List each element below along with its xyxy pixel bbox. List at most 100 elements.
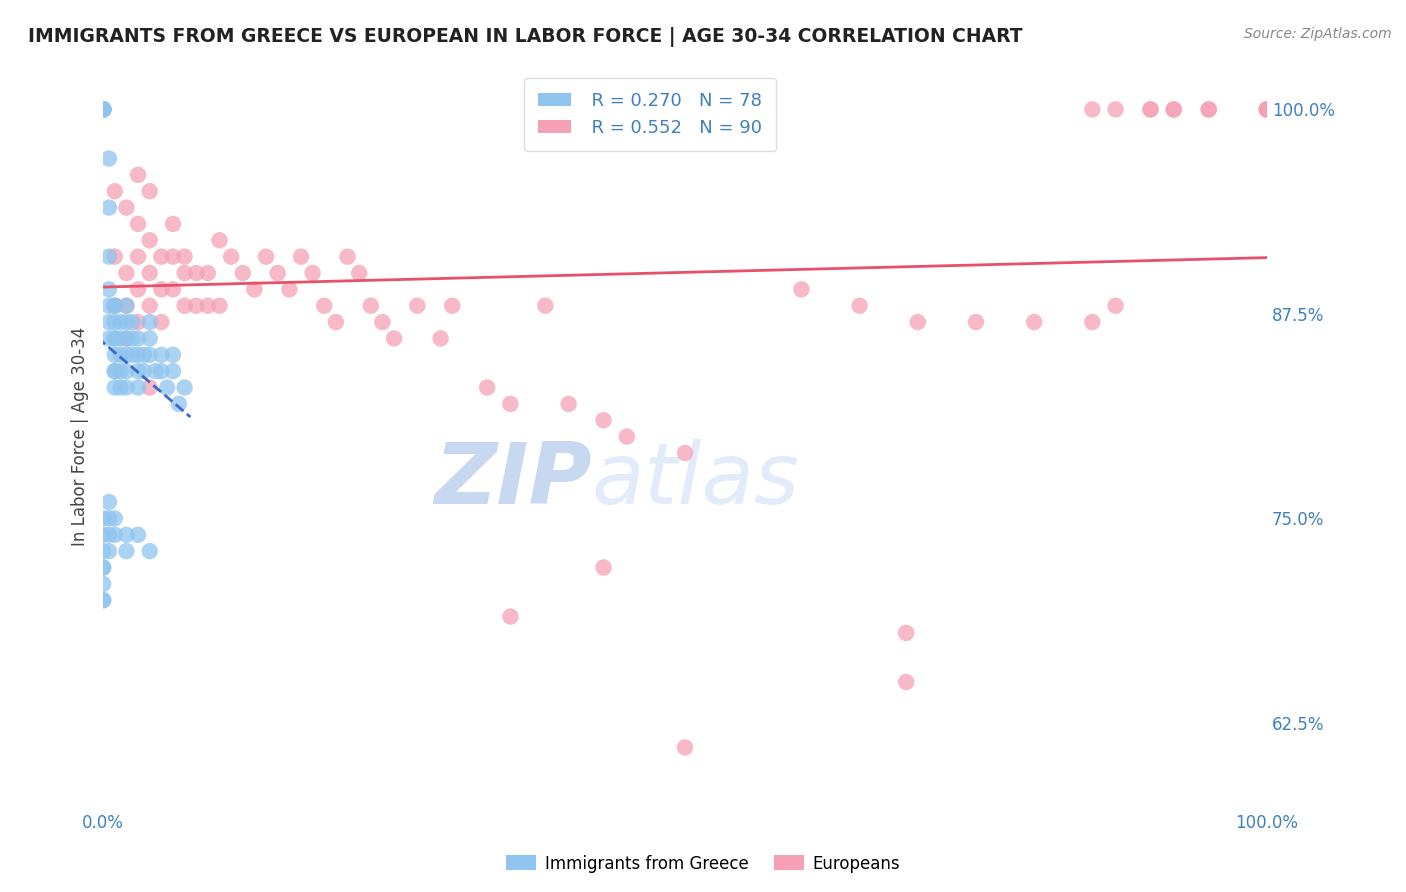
Point [91, 103, 114, 117]
Point [91, 103, 114, 117]
Point [907, 315, 929, 329]
Point [138, 315, 160, 329]
Point [104, 364, 127, 378]
Point [173, 266, 195, 280]
Point [91, 103, 114, 117]
Point [1256, 103, 1278, 117]
Point [115, 331, 138, 345]
Point [145, 364, 167, 378]
Point [1139, 103, 1161, 117]
Point [1256, 103, 1278, 117]
Point [1163, 103, 1185, 117]
Point [104, 511, 127, 525]
Point [91, 103, 114, 117]
Point [965, 315, 987, 329]
Point [97, 315, 120, 329]
Point [127, 282, 149, 296]
Point [104, 527, 127, 541]
Point [115, 527, 138, 541]
Point [91, 511, 114, 525]
Point [115, 299, 138, 313]
Point [121, 348, 143, 362]
Point [499, 397, 522, 411]
Point [150, 282, 173, 296]
Point [121, 315, 143, 329]
Point [197, 266, 219, 280]
Point [91, 593, 114, 607]
Point [894, 626, 917, 640]
Point [197, 299, 219, 313]
Point [115, 315, 138, 329]
Point [110, 315, 132, 329]
Point [127, 527, 149, 541]
Point [110, 380, 132, 394]
Point [138, 266, 160, 280]
Point [115, 364, 138, 378]
Legend: Immigrants from Greece, Europeans: Immigrants from Greece, Europeans [499, 848, 907, 880]
Point [243, 282, 266, 296]
Point [162, 282, 184, 296]
Point [110, 364, 132, 378]
Text: Source: ZipAtlas.com: Source: ZipAtlas.com [1244, 27, 1392, 41]
Point [97, 299, 120, 313]
Point [441, 299, 464, 313]
Point [91, 593, 114, 607]
Point [132, 348, 155, 362]
Point [150, 364, 173, 378]
Point [1198, 103, 1220, 117]
Point [97, 201, 120, 215]
Point [673, 740, 696, 755]
Point [104, 315, 127, 329]
Point [91, 103, 114, 117]
Point [104, 184, 127, 198]
Point [104, 380, 127, 394]
Point [91, 103, 114, 117]
Point [534, 299, 557, 313]
Point [91, 103, 114, 117]
Point [115, 201, 138, 215]
Point [1139, 103, 1161, 117]
Text: atlas: atlas [592, 439, 800, 523]
Point [127, 315, 149, 329]
Point [138, 233, 160, 247]
Point [97, 331, 120, 345]
Point [127, 331, 149, 345]
Point [475, 380, 498, 394]
Point [848, 299, 870, 313]
Point [115, 331, 138, 345]
Point [91, 103, 114, 117]
Point [1081, 315, 1104, 329]
Point [616, 429, 638, 443]
Point [91, 544, 114, 558]
Point [127, 168, 149, 182]
Point [91, 103, 114, 117]
Point [894, 675, 917, 690]
Point [91, 560, 114, 574]
Point [1081, 103, 1104, 117]
Point [97, 282, 120, 296]
Point [91, 103, 114, 117]
Point [1163, 103, 1185, 117]
Point [97, 495, 120, 509]
Point [278, 282, 301, 296]
Point [1024, 315, 1046, 329]
Point [186, 299, 208, 313]
Point [167, 397, 190, 411]
Point [91, 103, 114, 117]
Point [347, 266, 370, 280]
Point [290, 250, 312, 264]
Point [91, 103, 114, 117]
Point [97, 527, 120, 541]
Point [91, 560, 114, 574]
Point [173, 250, 195, 264]
Point [104, 331, 127, 345]
Point [127, 250, 149, 264]
Point [1256, 103, 1278, 117]
Point [104, 250, 127, 264]
Point [104, 299, 127, 313]
Point [673, 446, 696, 460]
Point [97, 250, 120, 264]
Point [162, 250, 184, 264]
Point [592, 560, 614, 574]
Point [138, 184, 160, 198]
